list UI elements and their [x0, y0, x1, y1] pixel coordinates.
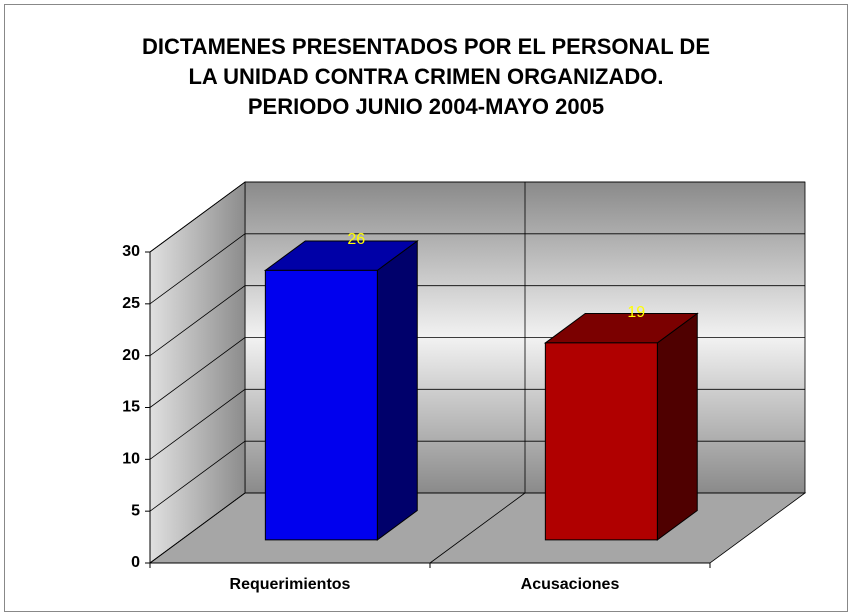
plot: 0 5 10 15 20 25 30 26 Requerimientos 19 Acusacione…: [122, 181, 807, 593]
bar-side: [656, 312, 698, 541]
value-label: 26: [347, 231, 365, 248]
chart-title: LA UNIDAD CONTRA CRIMEN ORGANIZADO.: [188, 64, 663, 89]
bar-side: [376, 239, 418, 541]
grid-line: [149, 233, 805, 305]
grid-line: [149, 285, 805, 356]
chart-title: DICTAMENES PRESENTADOS POR EL PERSONAL D…: [142, 34, 710, 59]
bar: [264, 269, 378, 541]
grid-line: [149, 181, 805, 253]
title-group: DICTAMENES PRESENTADOS POR EL PERSONAL D…: [142, 34, 710, 119]
y-tick-label: 30: [122, 243, 140, 260]
y-tick-label: 20: [122, 347, 140, 364]
y-tick-label: 25: [122, 295, 140, 312]
y-tick-label: 5: [131, 502, 140, 519]
x-tick-label: Requerimientos: [230, 576, 351, 593]
y-tick-label: 0: [131, 554, 140, 571]
value-label: 19: [627, 304, 645, 321]
y-tick-label: 15: [122, 399, 140, 416]
y-tick-label: 10: [122, 451, 140, 468]
x-tick-label: Acusaciones: [521, 576, 620, 593]
bar: [544, 342, 658, 541]
chart-title: PERIODO JUNIO 2004-MAYO 2005: [248, 94, 604, 119]
